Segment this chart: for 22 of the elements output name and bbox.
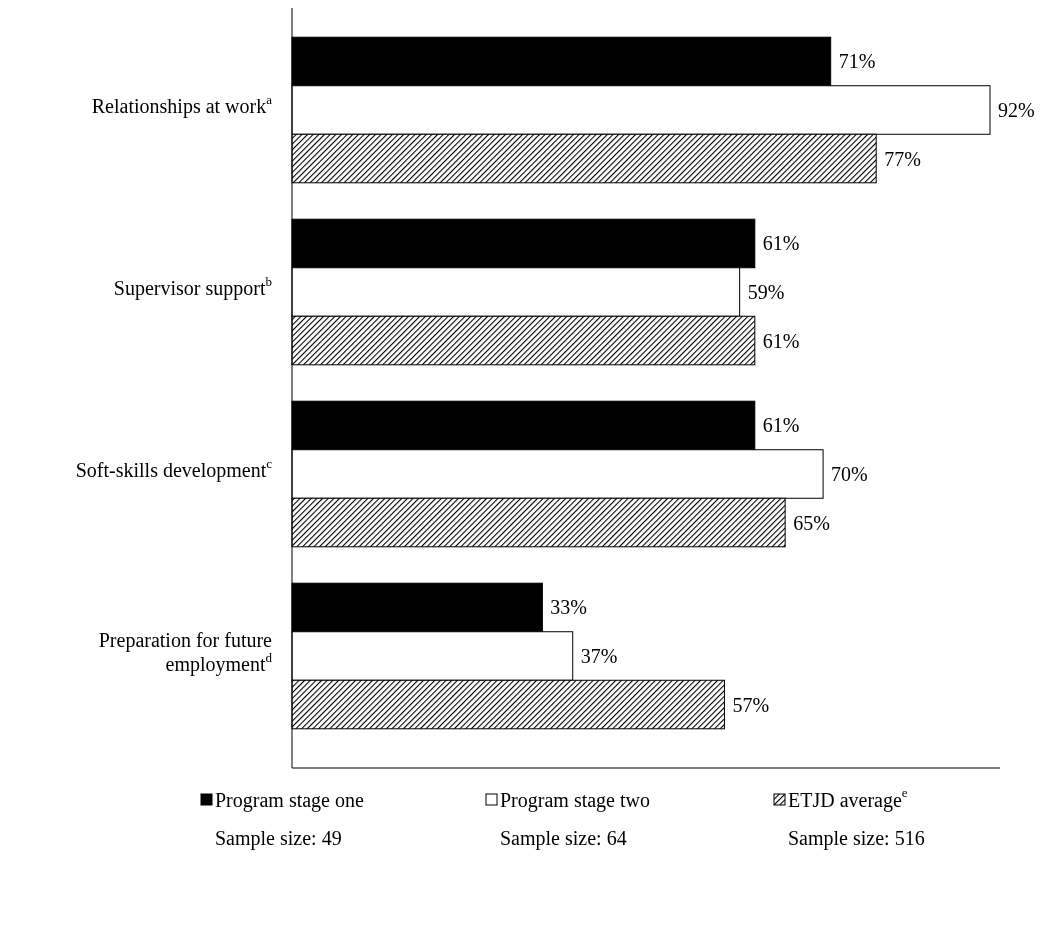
text: Sample size: 64 xyxy=(500,827,627,850)
legend-label: Program stage one xyxy=(215,789,364,812)
data-label: 71% xyxy=(838,50,876,73)
y-tick-label: Soft-skills development$^{c}$ xyxy=(75,455,273,482)
y-tick-label: Supervisor support$^{b}$ xyxy=(113,273,272,300)
data-label: 65% xyxy=(793,511,830,534)
data-label: 61% xyxy=(762,232,800,255)
data-label: 92% xyxy=(998,99,1035,121)
data-label: 61% xyxy=(762,329,800,352)
text: Sample size: 49 xyxy=(215,827,342,850)
data-label: 37% xyxy=(580,645,618,667)
y-tick-label: Relationships at work$^{a}$ xyxy=(91,91,273,118)
data-label: 61% xyxy=(762,414,800,437)
data-label: 70% xyxy=(831,463,868,485)
y-tick-label: Preparation for future employment$^{d}$ xyxy=(98,629,273,676)
data-label: 33% xyxy=(550,596,588,619)
legend-label: ETJD average$^{e}$ xyxy=(788,785,908,812)
data-label: 57% xyxy=(732,693,770,716)
text: Sample size: 516 xyxy=(788,827,925,850)
legend-label: Program stage two xyxy=(500,789,650,812)
data-label: 59% xyxy=(747,281,785,303)
data-label: 77% xyxy=(884,147,921,170)
